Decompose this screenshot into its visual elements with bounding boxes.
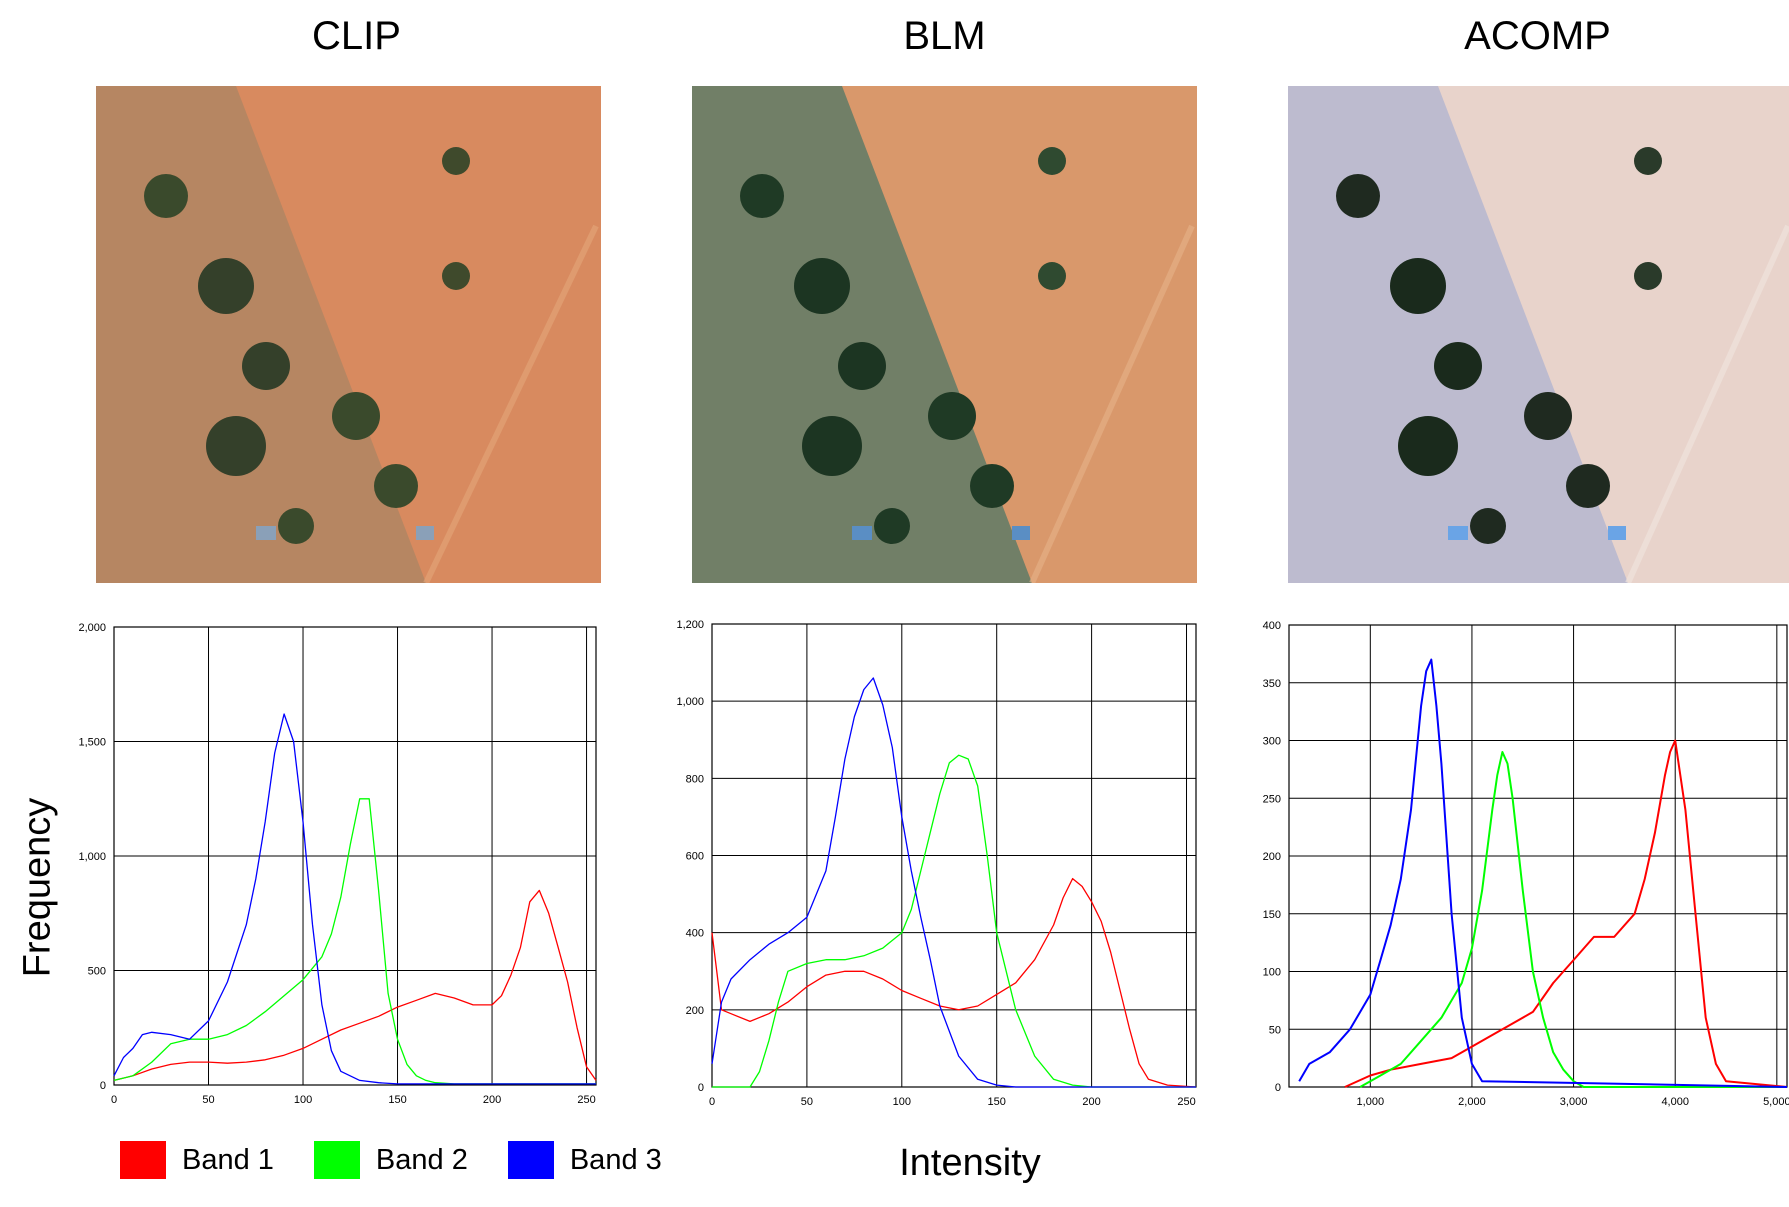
- y-tick-label-0-4: 2,000: [78, 622, 106, 634]
- y-tick-label-2-8: 400: [1263, 620, 1281, 632]
- legend-item-band-1: Band 1: [120, 1141, 274, 1179]
- legend-label-band-1: Band 1: [182, 1143, 274, 1176]
- legend-swatch-band-1: [120, 1141, 166, 1179]
- y-tick-label-2-6: 300: [1263, 736, 1281, 748]
- x-tick-label-0-5: 250: [577, 1094, 595, 1106]
- series-line-2-band-3: [1298, 658, 1788, 1088]
- y-tick-label-1-4: 800: [686, 773, 704, 785]
- y-tick-label-1-2: 400: [686, 928, 704, 940]
- satellite-image-acomp: [1288, 86, 1789, 583]
- x-tick-label-2-1: 2,000: [1458, 1096, 1486, 1108]
- series-line-1-band-1: [711, 877, 1197, 1088]
- legend-item-band-3: Band 3: [507, 1141, 662, 1179]
- x-tick-label-2-0: 1,000: [1357, 1096, 1385, 1108]
- y-axis-label: Frequency: [16, 797, 59, 978]
- panel-title-blm: BLM: [903, 14, 986, 58]
- x-tick-label-2-3: 4,000: [1661, 1096, 1689, 1108]
- x-tick-label-0-2: 100: [294, 1094, 312, 1106]
- satellite-image-blm: [692, 86, 1197, 583]
- series-line-2-band-2: [1359, 751, 1787, 1088]
- x-tick-label-0-0: 0: [111, 1094, 117, 1106]
- y-tick-label-1-6: 1,200: [676, 619, 704, 631]
- y-tick-label-2-0: 0: [1275, 1082, 1281, 1094]
- y-tick-label-1-3: 600: [686, 851, 704, 863]
- panel-title-clip: CLIP: [312, 14, 401, 58]
- series-line-1-band-3: [711, 677, 1196, 1088]
- series-line-0-band-2: [113, 798, 596, 1085]
- y-tick-label-2-5: 250: [1263, 793, 1281, 805]
- satellite-image-clip: [96, 86, 601, 583]
- y-tick-label-2-2: 100: [1263, 967, 1281, 979]
- series-line-0-band-1: [113, 889, 597, 1082]
- y-tick-label-2-3: 150: [1263, 909, 1281, 921]
- x-tick-label-2-4: 5,000: [1763, 1096, 1789, 1108]
- x-tick-label-0-1: 50: [202, 1094, 214, 1106]
- y-tick-label-1-0: 0: [698, 1082, 704, 1094]
- y-tick-label-2-4: 200: [1263, 851, 1281, 863]
- x-tick-label-0-3: 150: [388, 1094, 406, 1106]
- x-tick-label-1-0: 0: [709, 1096, 715, 1108]
- x-tick-label-1-3: 150: [988, 1096, 1006, 1108]
- y-tick-label-0-3: 1,500: [78, 737, 106, 749]
- y-tick-label-2-1: 50: [1269, 1024, 1281, 1036]
- legend-swatch-band-3: [507, 1141, 554, 1179]
- legend-swatch-band-2: [313, 1141, 360, 1179]
- x-tick-label-1-4: 200: [1082, 1096, 1100, 1108]
- legend-item-band-2: Band 2: [313, 1141, 468, 1179]
- panel-title-acomp: ACOMP: [1464, 14, 1611, 58]
- y-tick-label-0-0: 0: [100, 1080, 106, 1092]
- series-line-1-band-2: [712, 754, 1196, 1088]
- x-tick-label-0-4: 200: [483, 1094, 501, 1106]
- x-axis-label: Intensity: [899, 1142, 1041, 1184]
- legend-label-band-3: Band 3: [569, 1143, 662, 1176]
- y-tick-label-2-7: 350: [1263, 678, 1281, 690]
- x-tick-label-2-2: 3,000: [1560, 1096, 1588, 1108]
- x-tick-label-1-2: 100: [893, 1096, 911, 1108]
- x-tick-label-1-1: 50: [801, 1096, 813, 1108]
- y-tick-label-1-1: 200: [686, 1005, 704, 1017]
- x-tick-label-1-5: 250: [1177, 1096, 1195, 1108]
- y-tick-label-1-5: 1,000: [676, 696, 704, 708]
- series-line-2-band-1: [1344, 739, 1788, 1088]
- y-tick-label-0-2: 1,000: [78, 851, 106, 863]
- legend: Band 1 Band 2 Band 3: [120, 1141, 702, 1179]
- legend-label-band-2: Band 2: [375, 1143, 468, 1176]
- series-line-0-band-3: [113, 713, 596, 1085]
- y-tick-label-0-1: 500: [88, 966, 106, 978]
